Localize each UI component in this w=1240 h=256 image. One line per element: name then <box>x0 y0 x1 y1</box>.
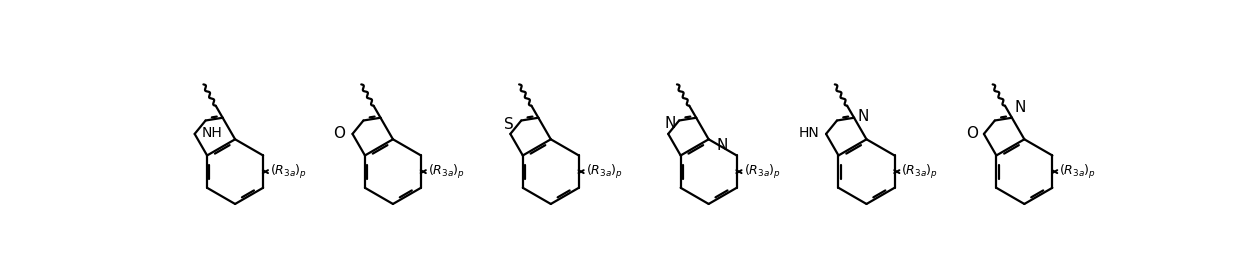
Text: S: S <box>503 117 513 132</box>
Text: N: N <box>717 138 728 153</box>
Text: O: O <box>334 126 346 141</box>
Text: $(R_{3a})_p$: $(R_{3a})_p$ <box>744 163 781 182</box>
Text: $(R_{3a})_p$: $(R_{3a})_p$ <box>270 163 308 182</box>
Text: N: N <box>665 116 676 131</box>
Text: O: O <box>966 126 978 141</box>
Text: N: N <box>1016 100 1027 115</box>
Text: N: N <box>858 109 869 124</box>
Text: $(R_{3a})_p$: $(R_{3a})_p$ <box>901 163 939 182</box>
Text: NH: NH <box>202 126 222 140</box>
Text: HN: HN <box>799 126 820 140</box>
Text: $(R_{3a})_p$: $(R_{3a})_p$ <box>428 163 465 182</box>
Text: $(R_{3a})_p$: $(R_{3a})_p$ <box>585 163 622 182</box>
Text: $(R_{3a})_p$: $(R_{3a})_p$ <box>1059 163 1096 182</box>
